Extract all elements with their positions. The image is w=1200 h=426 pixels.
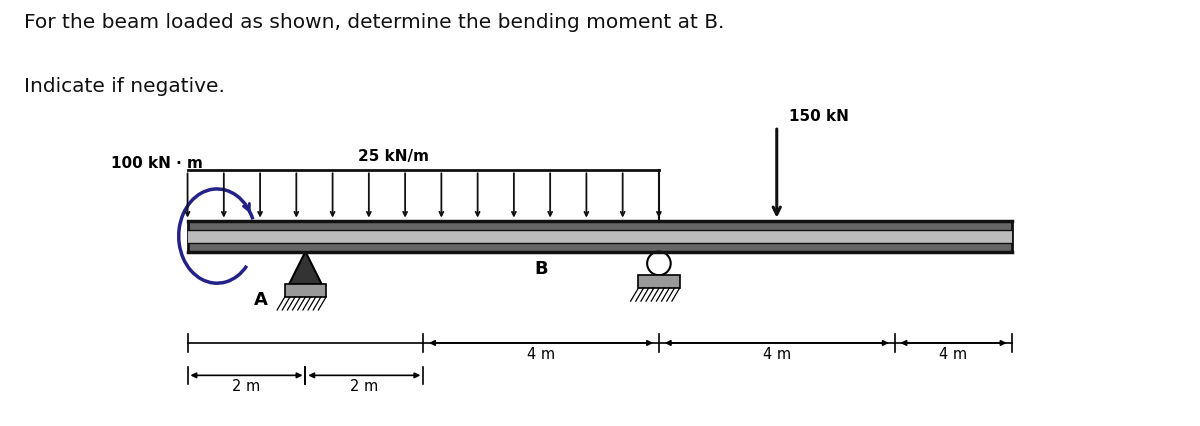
Bar [187, 230, 1013, 243]
Text: 4 m: 4 m [940, 346, 967, 361]
Bar [187, 221, 1013, 252]
Polygon shape [289, 252, 322, 285]
Text: A: A [254, 290, 268, 308]
Text: 4 m: 4 m [527, 346, 556, 361]
Text: 2 m: 2 m [350, 378, 378, 393]
Text: 2 m: 2 m [233, 378, 260, 393]
Text: 4 m: 4 m [763, 346, 791, 361]
Text: 25 kN/m: 25 kN/m [359, 149, 430, 164]
Circle shape [647, 252, 671, 276]
Text: For the beam loaded as shown, determine the bending moment at B.: For the beam loaded as shown, determine … [24, 13, 725, 32]
Bar [284, 285, 326, 297]
Bar [638, 276, 679, 288]
Text: B: B [534, 259, 548, 277]
Text: 100 kN · m: 100 kN · m [110, 156, 203, 171]
Text: 150 kN: 150 kN [788, 109, 848, 124]
Text: Indicate if negative.: Indicate if negative. [24, 77, 224, 95]
